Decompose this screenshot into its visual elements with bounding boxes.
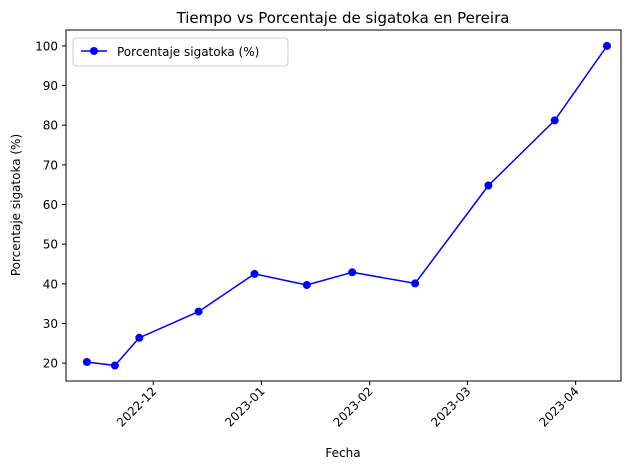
x-tick-label: 2023-02 <box>330 384 375 429</box>
legend-box <box>72 37 289 67</box>
x-tick-label: 2022-12 <box>114 384 159 429</box>
data-point <box>135 333 144 342</box>
y-axis-ticks: 20 30 40 50 60 70 80 90 100 <box>35 39 66 371</box>
data-point <box>411 279 420 288</box>
series-layer <box>82 41 611 370</box>
data-point <box>550 116 559 125</box>
y-tick-label: 80 <box>43 119 58 133</box>
data-point <box>82 358 91 366</box>
series-line <box>86 45 608 367</box>
plot-frame <box>65 29 622 382</box>
data-point <box>484 181 493 190</box>
data-point <box>603 41 611 50</box>
y-tick-label: 40 <box>43 277 58 291</box>
x-tick-label: 2023-04 <box>536 384 581 429</box>
x-axis-label: Fecha <box>325 446 360 460</box>
y-axis-label: Porcentaje sigatoka (%) <box>9 134 23 276</box>
y-tick-label: 60 <box>43 198 58 212</box>
data-point <box>110 361 119 370</box>
legend-marker <box>90 47 98 55</box>
y-tick-label: 90 <box>43 79 58 93</box>
data-point <box>302 281 311 289</box>
data-point <box>348 268 357 277</box>
y-tick-label: 50 <box>43 238 58 252</box>
x-axis-ticks: 2022-12 2023-01 2023-02 2023-03 2023-04 <box>114 381 582 430</box>
x-tick-label: 2023-01 <box>222 384 267 429</box>
chart-title: Tiempo vs Porcentaje de sigatoka en Pere… <box>176 9 510 27</box>
legend: Porcentaje sigatoka (%) <box>72 37 289 67</box>
data-point <box>194 307 203 316</box>
y-tick-label: 20 <box>43 357 58 371</box>
x-tick-label: 2023-03 <box>428 384 473 429</box>
y-tick-label: 70 <box>43 158 58 172</box>
y-tick-label: 30 <box>43 317 58 331</box>
legend-label: Porcentaje sigatoka (%) <box>117 45 259 59</box>
data-point <box>250 269 259 278</box>
y-tick-label: 100 <box>35 39 58 53</box>
